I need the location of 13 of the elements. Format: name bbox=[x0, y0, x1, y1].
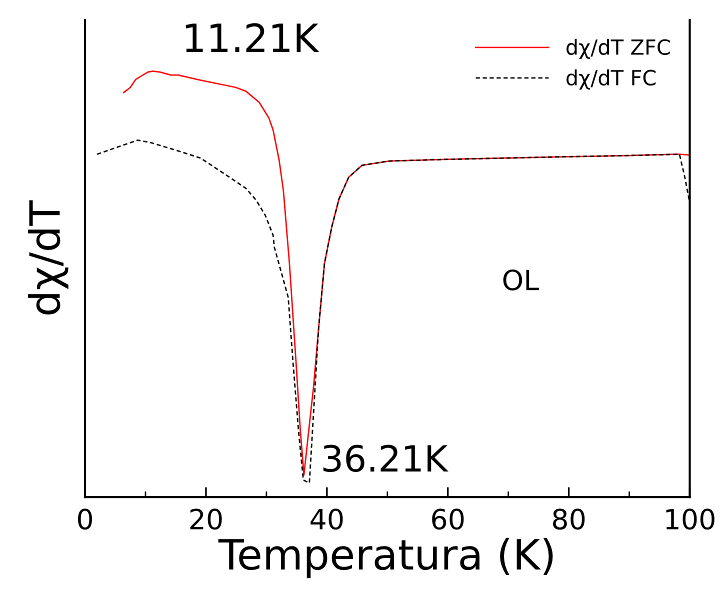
annotation: OL bbox=[503, 269, 539, 290]
x-axis-title: Temperatura (K) bbox=[218, 538, 553, 578]
x-tick-label: 20 bbox=[190, 508, 222, 530]
annotation: 36.21K bbox=[323, 444, 448, 472]
x-tick-label: 0 bbox=[78, 508, 92, 530]
x-tick-label: 40 bbox=[310, 508, 343, 530]
x-tick-label: 80 bbox=[553, 508, 585, 530]
y-axis-title: dχ/dT bbox=[28, 200, 68, 314]
x-tick-label: 100 bbox=[666, 508, 714, 530]
annotation: 11.21K bbox=[186, 23, 320, 52]
x-tick-label: 60 bbox=[432, 508, 464, 530]
legend-label: dχ/dT ZFC bbox=[566, 38, 670, 60]
legend-label: dχ/dT FC bbox=[566, 69, 656, 90]
